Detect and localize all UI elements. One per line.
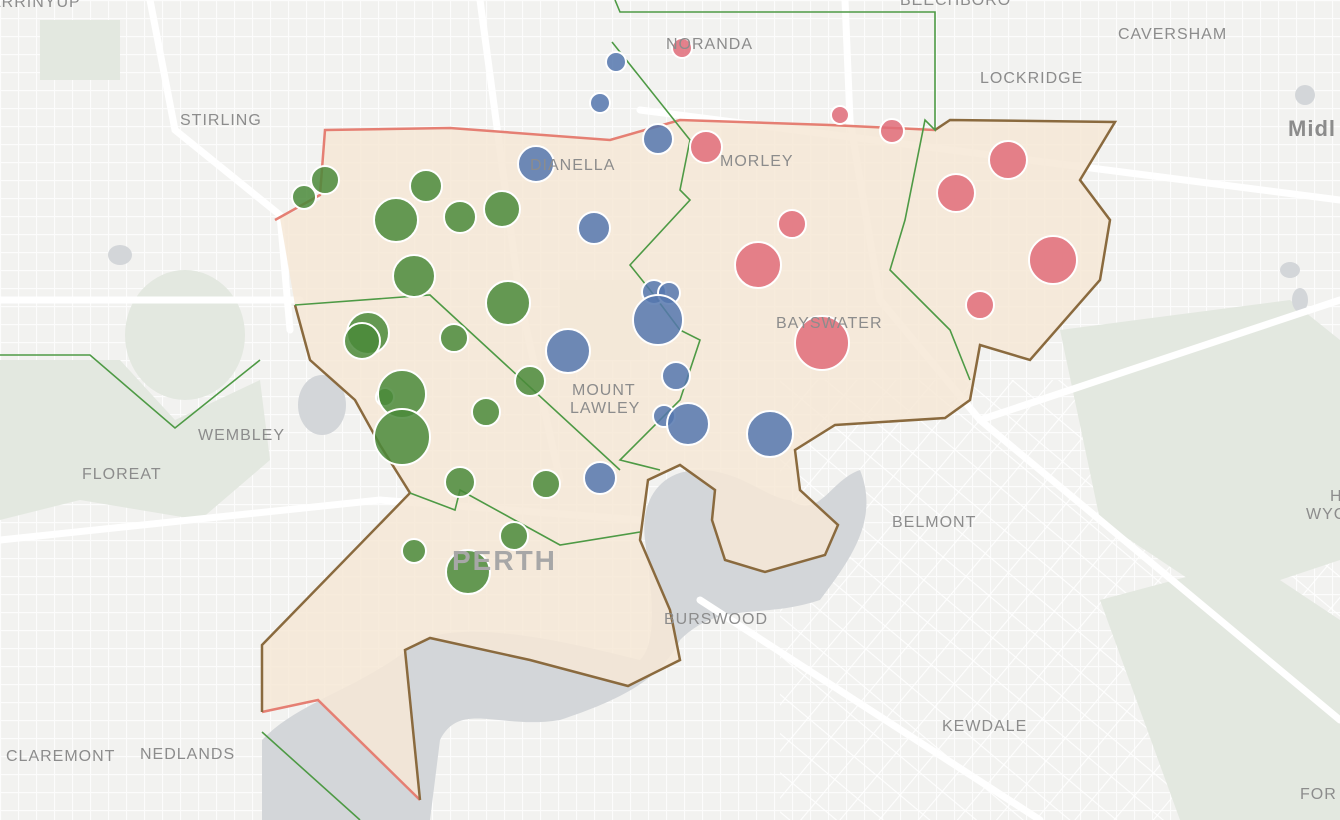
place-label-wembley: WEMBLEY [198, 427, 286, 444]
marker-green[interactable] [531, 469, 561, 499]
marker-green[interactable] [444, 466, 476, 498]
marker-blue[interactable] [605, 51, 627, 73]
place-label-midland: Midl [1288, 116, 1336, 141]
marker-green[interactable] [401, 538, 427, 564]
place-label-dianella: DIANELLA [530, 157, 616, 174]
marker-blue[interactable] [666, 402, 710, 446]
place-label-burswood: BURSWOOD [664, 611, 768, 628]
marker-green[interactable] [485, 280, 531, 326]
place-label-perth: PERTH [452, 545, 557, 576]
place-label-mount: MOUNT [572, 382, 636, 399]
marker-green[interactable] [499, 521, 529, 551]
marker-red[interactable] [965, 290, 995, 320]
place-label-noranda: NORANDA [666, 36, 754, 53]
marker-red[interactable] [734, 241, 782, 289]
place-label-beechboro: BEECHBORO [900, 0, 1012, 9]
place-label-lawley: LAWLEY [570, 400, 641, 417]
place-label-claremont: CLAREMONT [6, 748, 116, 765]
marker-blue[interactable] [545, 328, 591, 374]
marker-green[interactable] [439, 323, 469, 353]
marker-green[interactable] [373, 408, 431, 466]
marker-blue[interactable] [632, 294, 684, 346]
marker-green[interactable] [291, 184, 317, 210]
marker-blue[interactable] [583, 461, 617, 495]
marker-green[interactable] [471, 397, 501, 427]
marker-green[interactable] [445, 549, 491, 595]
marker-red[interactable] [936, 173, 976, 213]
marker-red[interactable] [1028, 235, 1078, 285]
place-label-belmont: BELMONT [892, 514, 977, 531]
marker-green[interactable] [443, 200, 477, 234]
marker-green[interactable] [310, 165, 340, 195]
marker-red[interactable] [879, 118, 905, 144]
markers-layer [291, 37, 1078, 595]
place-label-morley: MORLEY [720, 153, 794, 170]
place-label-hazelmere-partial: H [1330, 488, 1340, 505]
place-label-wyc-partial: WYC [1306, 506, 1340, 523]
marker-blue[interactable] [577, 211, 611, 245]
marker-red[interactable] [830, 105, 850, 125]
marker-green[interactable] [373, 197, 419, 243]
marker-blue[interactable] [642, 123, 674, 155]
marker-red[interactable] [671, 37, 693, 59]
marker-blue[interactable] [661, 361, 691, 391]
marker-red[interactable] [794, 315, 850, 371]
region-area [262, 120, 1115, 800]
place-label-bayswater: BAYSWATER [776, 315, 883, 332]
marker-red[interactable] [988, 140, 1028, 180]
place-label-stirling: STIRLING [180, 112, 262, 129]
marker-blue[interactable] [746, 410, 794, 458]
place-label-kewdale: KEWDALE [942, 718, 1028, 735]
marker-green[interactable] [343, 322, 381, 360]
place-label-caversham: CAVERSHAM [1118, 26, 1228, 43]
marker-green[interactable] [409, 169, 443, 203]
marker-blue[interactable] [589, 92, 611, 114]
place-label-nedlands: NEDLANDS [140, 746, 236, 763]
marker-red[interactable] [689, 130, 723, 164]
marker-green[interactable] [483, 190, 521, 228]
lake-monger [298, 375, 346, 435]
marker-green[interactable] [514, 365, 546, 397]
marker-green[interactable] [392, 254, 436, 298]
place-label-lockridge: LOCKRIDGE [980, 70, 1084, 87]
place-label-arrinyup: ARRINYUP [0, 0, 81, 11]
marker-blue[interactable] [517, 145, 555, 183]
place-label-floreat: FLOREAT [82, 466, 162, 483]
place-label-forrestfield-partial: FOR [1300, 786, 1337, 803]
marker-red[interactable] [777, 209, 807, 239]
